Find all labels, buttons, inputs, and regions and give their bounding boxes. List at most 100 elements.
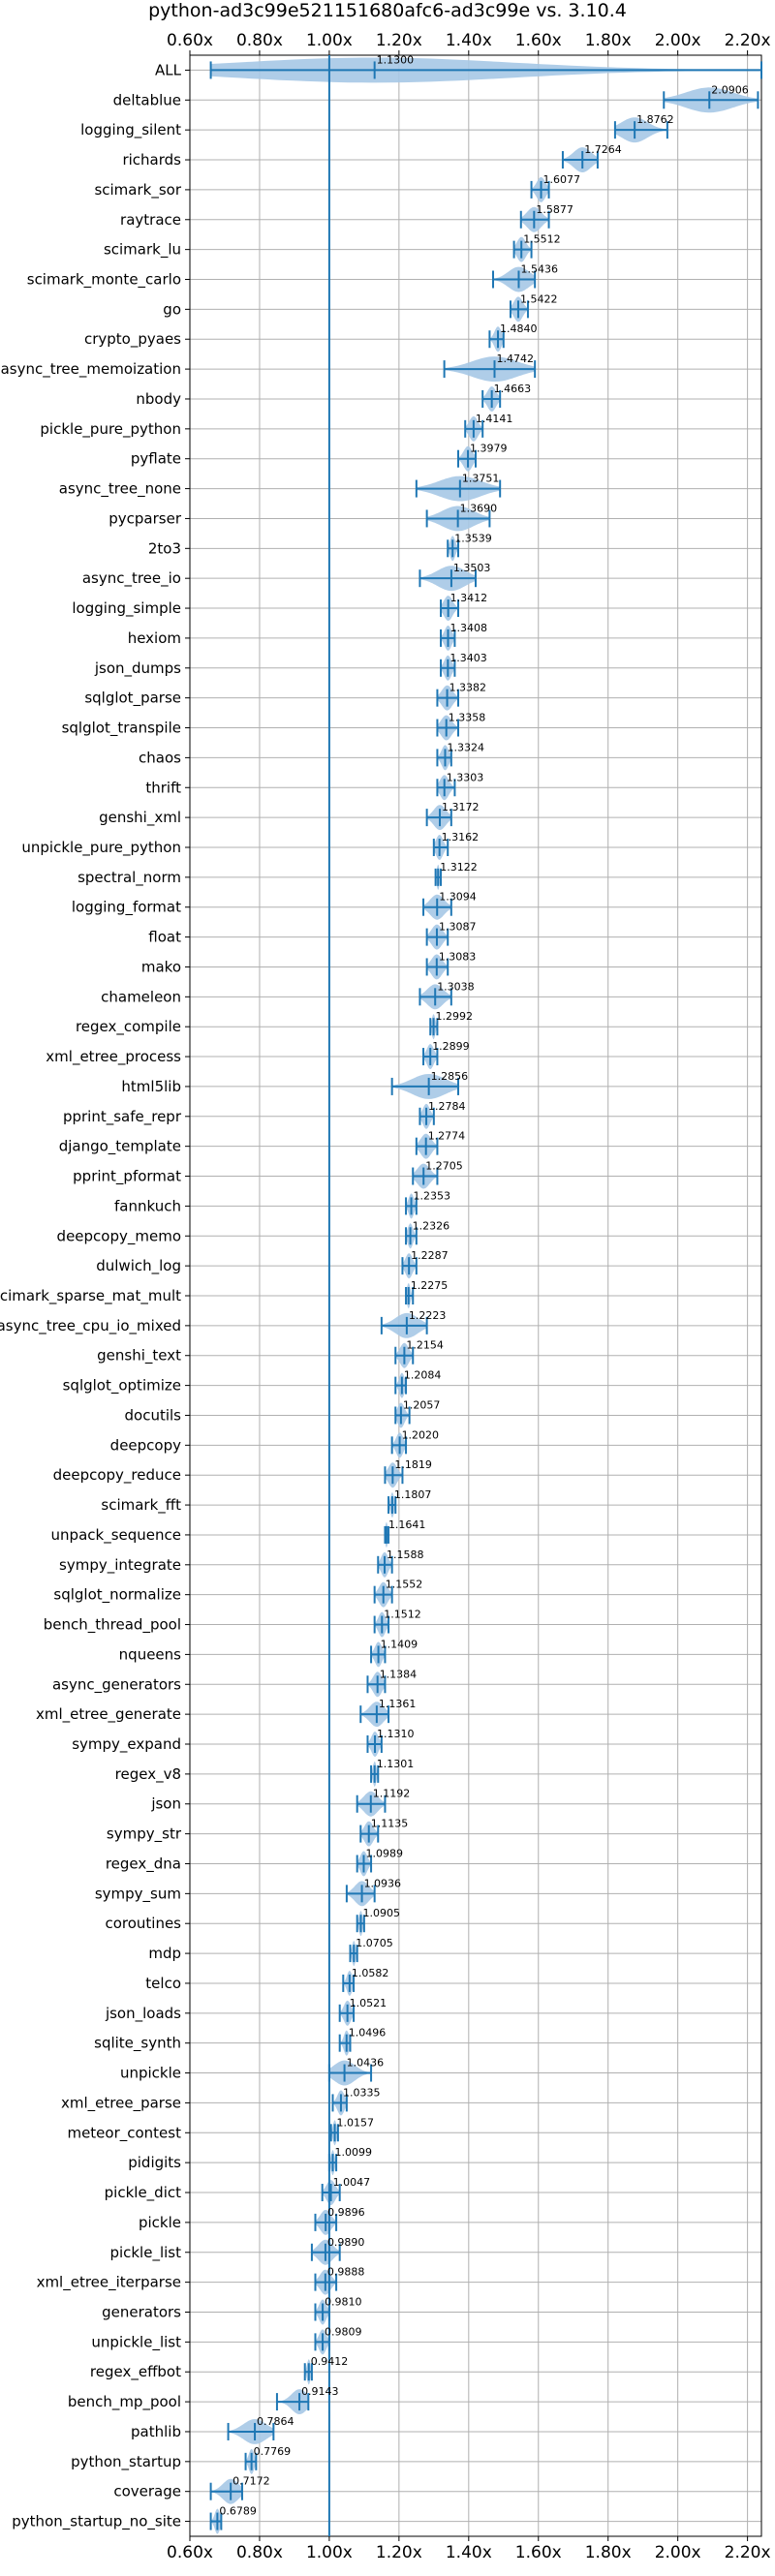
category-label: chaos — [139, 749, 181, 766]
data-label: 1.2784 — [428, 1100, 466, 1113]
data-label: 1.2774 — [428, 1130, 466, 1143]
data-label: 1.8762 — [636, 113, 674, 126]
x-tick-label-top: 1.00x — [306, 31, 353, 50]
category-label: scimark_sor — [94, 181, 181, 199]
category-label: richards — [122, 151, 181, 169]
data-label: 1.1301 — [377, 1758, 415, 1770]
category-label: mako — [141, 958, 181, 975]
category-label: xml_etree_parse — [61, 2094, 181, 2112]
data-label: 1.1135 — [371, 1818, 409, 1830]
data-label: 1.3094 — [439, 891, 477, 904]
x-tick-label-bottom: 2.20x — [725, 2543, 771, 2562]
data-label: 1.1552 — [386, 1579, 423, 1591]
x-tick-label-bottom: 1.40x — [446, 2543, 492, 2562]
data-label: 1.0157 — [337, 2116, 375, 2129]
category-label: pyflate — [131, 450, 181, 468]
data-label: 1.1807 — [394, 1488, 432, 1501]
data-label: 2.0906 — [711, 83, 749, 96]
category-label: regex_compile — [76, 1018, 181, 1036]
category-label: dulwich_log — [96, 1257, 181, 1275]
category-label: python_startup — [71, 2453, 181, 2471]
data-label: 1.3122 — [440, 861, 478, 874]
data-label: 1.3162 — [442, 831, 480, 843]
category-label: xml_etree_iterparse — [37, 2274, 181, 2292]
category-label: python_startup_no_site — [12, 2513, 181, 2531]
data-label: 1.4840 — [500, 322, 538, 335]
x-tick-label-bottom: 1.20x — [376, 2543, 422, 2562]
x-tick-label-top: 0.80x — [236, 31, 283, 50]
data-label: 0.9890 — [327, 2236, 365, 2249]
data-label: 0.9412 — [311, 2355, 349, 2368]
category-label: async_generators — [52, 1675, 181, 1694]
category-label: sympy_sum — [95, 1885, 181, 1903]
data-label: 0.7769 — [254, 2445, 292, 2458]
data-label: 1.0705 — [356, 1937, 393, 1949]
category-label: pprint_pformat — [73, 1168, 181, 1186]
data-label: 1.3690 — [460, 502, 498, 514]
category-label: logging_simple — [72, 599, 181, 618]
category-label: deepcopy_memo — [57, 1227, 181, 1245]
category-label: sqlglot_normalize — [53, 1586, 181, 1605]
category-label: xml_etree_generate — [36, 1705, 181, 1724]
category-label: sympy_integrate — [59, 1556, 181, 1575]
category-label: scimark_monte_carlo — [27, 271, 181, 290]
data-label: 1.2705 — [425, 1160, 463, 1173]
category-label: thrift — [145, 779, 181, 796]
category-label: telco — [145, 1975, 181, 1992]
data-label: 1.2326 — [413, 1219, 450, 1232]
category-label: genshi_xml — [99, 809, 181, 827]
data-label: 1.0582 — [352, 1967, 389, 1979]
data-label: 1.0047 — [333, 2176, 371, 2189]
data-label: 1.0496 — [349, 2027, 387, 2039]
data-label: 1.1819 — [394, 1458, 432, 1471]
data-label: 0.6789 — [219, 2505, 257, 2518]
data-label: 1.5877 — [536, 203, 574, 216]
data-label: 1.2154 — [406, 1339, 444, 1352]
category-label: unpickle — [120, 2065, 181, 2082]
category-label: float — [148, 929, 181, 946]
category-label: spectral_norm — [78, 869, 181, 887]
category-label: pickle_list — [109, 2244, 181, 2262]
category-label: regex_dna — [106, 1855, 181, 1873]
category-label: async_tree_cpu_io_mixed — [0, 1317, 181, 1335]
data-label: 1.0989 — [365, 1847, 403, 1859]
data-label: 0.7864 — [257, 2415, 294, 2428]
data-label: 1.3172 — [442, 801, 480, 813]
data-label: 0.9896 — [327, 2206, 365, 2219]
category-label: scimark_lu — [104, 241, 181, 260]
x-tick-label-bottom: 1.00x — [306, 2543, 353, 2562]
x-tick-label-bottom: 0.80x — [236, 2543, 283, 2562]
data-label: 1.1300 — [377, 53, 415, 66]
category-label: sqlite_synth — [94, 2035, 181, 2053]
data-label: 1.6077 — [543, 173, 581, 186]
category-label: scimark_sparse_mat_mult — [0, 1287, 181, 1305]
data-label: 0.7172 — [232, 2475, 270, 2488]
data-label: 1.1361 — [379, 1698, 417, 1710]
category-label: async_tree_io — [82, 569, 181, 588]
category-label: go — [163, 300, 181, 318]
x-tick-label-top: 1.60x — [515, 31, 562, 50]
data-label: 1.0905 — [362, 1907, 400, 1919]
data-label: 1.5436 — [520, 263, 558, 276]
category-label: unpack_sequence — [51, 1526, 181, 1545]
x-tick-label-bottom: 1.80x — [585, 2543, 632, 2562]
category-label: async_tree_none — [59, 480, 181, 499]
category-label: 2to3 — [148, 539, 181, 557]
data-label: 1.3979 — [470, 443, 508, 455]
category-label: regex_effbot — [90, 2363, 181, 2381]
chart-title: python-ad3c99e521151680afc6-ad3c99e vs. … — [148, 0, 627, 21]
data-label: 0.9143 — [301, 2385, 339, 2398]
data-label: 1.4141 — [476, 413, 513, 425]
data-label: 1.2899 — [432, 1040, 470, 1053]
category-label: regex_v8 — [115, 1765, 181, 1784]
data-label: 1.2287 — [411, 1249, 449, 1262]
category-label: sqlglot_optimize — [63, 1377, 181, 1395]
data-label: 1.5422 — [520, 292, 558, 305]
data-label: 1.0936 — [364, 1877, 402, 1889]
data-label: 1.3358 — [449, 712, 486, 724]
data-label: 1.2992 — [436, 1010, 474, 1023]
x-tick-label-top: 0.60x — [167, 31, 213, 50]
category-label: genshi_text — [97, 1347, 181, 1365]
category-label: mdp — [148, 1945, 181, 1962]
